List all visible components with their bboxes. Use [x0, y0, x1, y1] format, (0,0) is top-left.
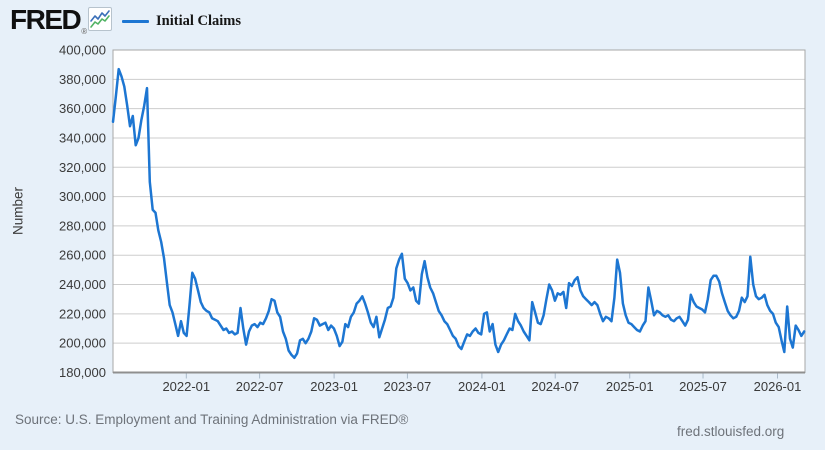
y-tick-label: 260,000 [59, 248, 106, 263]
x-tick-label: 2023-07 [384, 379, 432, 394]
fred-site-link[interactable]: fred.stlouisfed.org [677, 424, 785, 439]
fred-logo-text: FRED [10, 4, 82, 35]
fred-logo[interactable]: FRED® [10, 4, 88, 36]
x-tick-label: 2023-01 [310, 379, 358, 394]
plot-area [113, 50, 805, 373]
x-tick-label: 2024-01 [458, 379, 506, 394]
x-tick-label: 2026-01 [754, 379, 802, 394]
y-tick-label: 400,000 [59, 43, 106, 58]
y-tick-label: 300,000 [59, 189, 106, 204]
registered-mark: ® [81, 27, 88, 36]
legend-line-swatch [122, 19, 149, 23]
legend-series-label: Initial Claims [156, 12, 241, 29]
x-tick-label: 2022-01 [162, 379, 210, 394]
y-tick-label: 240,000 [59, 277, 106, 292]
y-tick-label: 360,000 [59, 101, 106, 116]
chart-legend: Initial Claims [122, 10, 241, 32]
chart-header: FRED® Initial Claims [0, 0, 825, 40]
y-axis-title: Number [10, 186, 26, 236]
source-note: Source: U.S. Employment and Training Adm… [15, 412, 409, 427]
y-tick-label: 220,000 [59, 306, 106, 321]
x-tick-label: 2022-07 [236, 379, 284, 394]
y-tick-label: 380,000 [59, 72, 106, 87]
y-tick-label: 180,000 [59, 365, 106, 380]
x-tick-label: 2025-07 [679, 379, 727, 394]
x-tick-label: 2025-01 [606, 379, 654, 394]
data-line-initial-claims [111, 67, 806, 360]
y-tick-label: 320,000 [59, 160, 106, 175]
y-tick-label: 340,000 [59, 130, 106, 145]
x-tick-label: 2024-07 [531, 379, 579, 394]
y-tick-label: 280,000 [59, 218, 106, 233]
fred-sparkline-icon [88, 7, 112, 31]
y-tick-label: 200,000 [59, 336, 106, 351]
